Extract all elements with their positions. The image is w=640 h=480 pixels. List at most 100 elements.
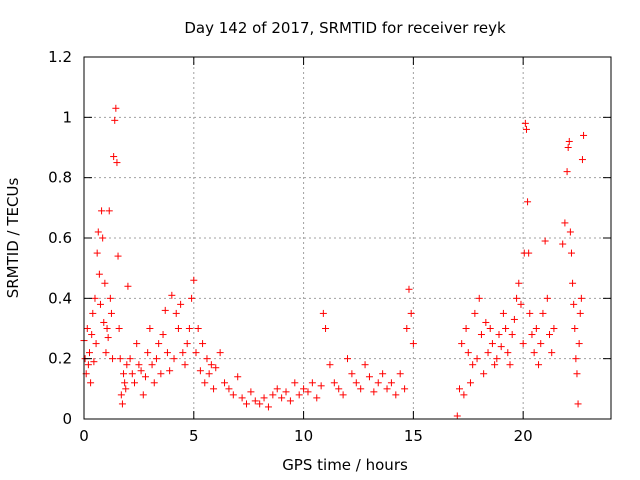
data-point [348, 370, 356, 378]
data-point [522, 125, 530, 133]
data-point [121, 379, 129, 387]
data-point [401, 385, 409, 393]
data-point [146, 325, 154, 332]
data-point [396, 370, 404, 378]
y-tick-label: 0.4 [48, 289, 72, 307]
data-point [188, 294, 196, 302]
data-point [539, 309, 547, 317]
data-point [357, 385, 365, 393]
data-point [183, 340, 191, 348]
data-point [561, 219, 569, 227]
data-point [521, 119, 529, 127]
data-point [90, 358, 98, 366]
data-point [163, 349, 171, 357]
data-point [295, 391, 303, 399]
data-point [308, 379, 316, 387]
data-point [370, 388, 378, 396]
data-point [335, 385, 343, 393]
data-point [238, 394, 246, 402]
data-point [458, 340, 466, 348]
data-point [300, 385, 308, 393]
data-point [497, 343, 505, 351]
data-point [488, 340, 496, 348]
data-point [573, 370, 581, 378]
data-point [499, 309, 507, 317]
data-point [139, 391, 147, 399]
y-axis-label: SRMTID / TECUs [4, 178, 22, 299]
data-point [212, 364, 220, 372]
data-point [177, 300, 185, 308]
data-points [80, 104, 588, 420]
data-point [107, 309, 115, 317]
y-axis-ticks: 0 0.2 0.4 0.6 0.8 1 1.2 [48, 48, 611, 428]
data-point [282, 388, 290, 396]
data-point [352, 379, 360, 387]
data-point [256, 400, 264, 408]
data-point [221, 379, 229, 387]
data-point [475, 294, 483, 302]
data-point [482, 318, 490, 326]
data-point [383, 385, 391, 393]
data-point [111, 116, 119, 124]
x-axis-label: GPS time / hours [282, 456, 408, 474]
data-point [543, 294, 551, 302]
data-point [510, 315, 518, 323]
data-point [541, 237, 549, 245]
data-point [137, 367, 145, 375]
data-point [88, 331, 96, 339]
data-point [407, 309, 415, 317]
data-point [504, 349, 512, 357]
data-point [526, 309, 534, 317]
x-tick-label: 15 [404, 427, 423, 445]
data-point [264, 403, 272, 411]
data-point [519, 340, 527, 348]
data-point [563, 168, 571, 176]
data-point [517, 300, 525, 308]
data-point [365, 373, 373, 381]
data-point [196, 367, 204, 375]
data-point [291, 379, 299, 387]
data-point [85, 349, 93, 357]
data-point [92, 340, 100, 348]
data-point [229, 391, 237, 399]
data-point [102, 349, 110, 357]
data-point [484, 349, 492, 357]
data-point [453, 412, 461, 420]
data-point [105, 207, 113, 215]
data-point [210, 385, 218, 393]
data-point [91, 294, 99, 302]
chart-title: Day 142 of 2017, SRMTID for receiver rey… [184, 19, 506, 37]
data-point [260, 394, 268, 402]
data-point [99, 234, 107, 242]
data-point [493, 355, 501, 363]
data-point [84, 361, 92, 369]
data-point [155, 340, 163, 348]
data-point [87, 379, 95, 387]
data-point [114, 252, 122, 260]
data-point [168, 291, 176, 299]
data-point [403, 325, 411, 332]
data-point [115, 325, 123, 332]
data-point [120, 370, 128, 378]
data-point [392, 391, 400, 399]
data-point [124, 282, 132, 290]
data-point [109, 355, 117, 363]
data-point [273, 385, 281, 393]
data-point [524, 198, 532, 206]
x-tick-label: 5 [189, 427, 199, 445]
data-point [161, 306, 169, 314]
y-tick-label: 1 [62, 108, 72, 126]
data-point [513, 294, 521, 302]
data-point [528, 331, 536, 339]
data-point [322, 325, 330, 332]
data-point [565, 137, 573, 145]
data-point [480, 370, 488, 378]
data-point [537, 340, 545, 348]
data-point [486, 325, 494, 332]
x-tick-label: 10 [294, 427, 313, 445]
data-point [471, 309, 479, 317]
data-point [344, 355, 351, 363]
data-point [548, 349, 556, 357]
y-tick-label: 0 [62, 410, 72, 428]
data-point [564, 144, 572, 151]
